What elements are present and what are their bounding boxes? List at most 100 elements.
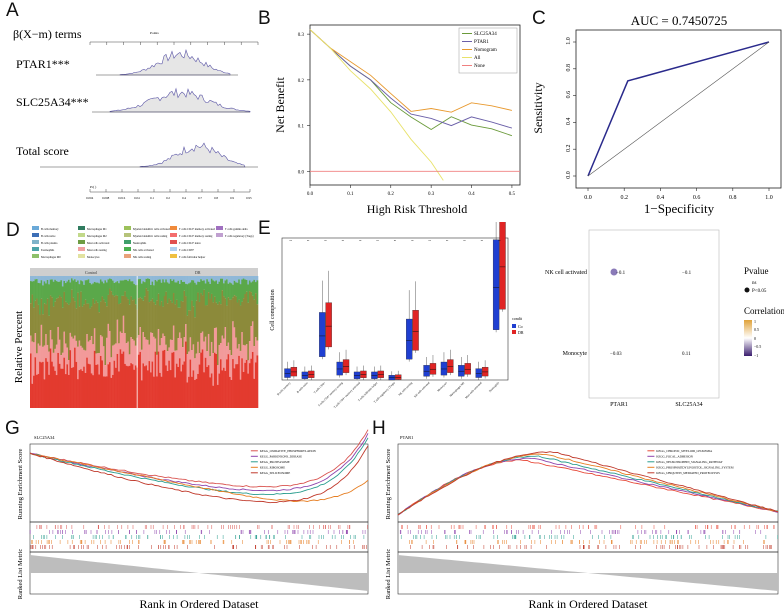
- stacked-bar-segment: [188, 351, 190, 377]
- stacked-bar-segment: [112, 345, 114, 375]
- stacked-bar-segment: [171, 302, 174, 341]
- stacked-bar-segment: [40, 324, 43, 363]
- stacked-bar-segment: [212, 385, 215, 408]
- h-gsea-curve: [397, 451, 779, 515]
- stacked-bar-segment: [223, 283, 225, 297]
- group-dr: DR: [195, 270, 201, 275]
- stacked-bar-segment: [30, 281, 32, 304]
- stacked-bar-segment: [207, 365, 210, 408]
- stacked-bar-segment: [198, 364, 201, 408]
- stacked-bar-segment: [78, 370, 81, 408]
- stacked-bar-segment: [86, 303, 89, 335]
- legend-swatch: [216, 226, 223, 230]
- stacked-bar-segment: [230, 276, 233, 284]
- stacked-bar-segment: [78, 306, 81, 341]
- stacked-bar-segment: [215, 280, 218, 303]
- stacked-bar-segment: [195, 276, 198, 285]
- stacked-bar-segment: [250, 292, 253, 327]
- risk-tick-label: 0.7: [198, 196, 202, 200]
- stacked-bar-segment: [98, 352, 101, 375]
- stacked-bar-segment: [172, 293, 175, 326]
- stacked-bar-segment: [131, 276, 134, 282]
- stacked-bar-segment: [245, 279, 248, 292]
- stacked-bar-segment: [74, 279, 76, 302]
- val-nk-slc25a34: −0.1: [682, 271, 692, 276]
- significance-label: ns: [324, 239, 326, 242]
- stacked-bar-segment: [178, 307, 181, 333]
- risk-tick-label: 0.95: [246, 196, 252, 200]
- stacked-bar-segment: [102, 299, 105, 347]
- stacked-bar-segment: [169, 339, 172, 371]
- stacked-bar-segment: [110, 276, 113, 280]
- corr-legend-title: Correlation: [744, 306, 784, 316]
- stacked-bar-segment: [235, 364, 238, 408]
- stacked-bar-segment: [71, 336, 73, 368]
- stacked-bar-segment: [241, 358, 244, 408]
- dca-x-tick-label: 0.0: [307, 192, 314, 197]
- stacked-bar-segment: [72, 297, 75, 339]
- stacked-bar-segment: [66, 281, 69, 304]
- stacked-bar-segment: [227, 354, 230, 408]
- stacked-bar-segment: [113, 276, 116, 283]
- roc-y-tick-label: 0.6: [566, 91, 572, 99]
- stacked-bar-segment: [194, 358, 196, 381]
- stacked-bar-segment: [81, 347, 84, 371]
- stacked-bar-segment: [39, 345, 41, 362]
- stacked-bar-segment: [177, 338, 180, 367]
- stacked-bar-segment: [133, 340, 136, 370]
- stacked-bar-segment: [195, 300, 198, 354]
- stacked-bar-segment: [154, 304, 157, 339]
- dca-y-tick-label: 0.3: [298, 33, 305, 38]
- stacked-bar-segment: [90, 276, 93, 285]
- stacked-bar-segment: [104, 276, 107, 281]
- stacked-bar-segment: [71, 289, 73, 337]
- stacked-bar-segment: [113, 360, 116, 408]
- stacked-bar-segment: [200, 333, 203, 353]
- legend-label: NK cells resting: [133, 256, 152, 259]
- stacked-bar-segment: [236, 348, 239, 365]
- dca-legend-item: All: [474, 56, 481, 61]
- stacked-bar-segment: [213, 281, 216, 297]
- stacked-bar-segment: [121, 333, 124, 354]
- stacked-bar-segment: [239, 284, 242, 306]
- stacked-bar-segment: [131, 281, 134, 301]
- box: [481, 366, 489, 377]
- stacked-bar-segment: [185, 341, 187, 408]
- stacked-bar-segment: [218, 344, 221, 374]
- legend-label: Eosinophils: [41, 249, 54, 252]
- legend-label: T cells gamma delta: [225, 228, 248, 231]
- stacked-bar-segment: [92, 276, 95, 284]
- stacked-bar-segment: [172, 276, 175, 280]
- stacked-bar-segment: [109, 276, 111, 279]
- stacked-bar-segment: [102, 346, 105, 377]
- stacked-bar-segment: [230, 299, 233, 356]
- stacked-bar-segment: [45, 283, 48, 305]
- stacked-bar-segment: [183, 276, 186, 282]
- stacked-bar-segment: [168, 347, 171, 361]
- stacked-bar-segment: [107, 364, 110, 408]
- stacked-bar-segment: [220, 276, 222, 279]
- stacked-bar-segment: [75, 281, 78, 309]
- stacked-bar-segment: [46, 344, 49, 362]
- stacked-bar-segment: [124, 276, 127, 280]
- stacked-bar-segment: [172, 279, 175, 294]
- stacked-bar-segment: [204, 357, 207, 408]
- stacked-bar-segment: [55, 276, 58, 282]
- boxplot-x-label: NK cells resting: [398, 381, 413, 396]
- stacked-bar-segment: [37, 282, 40, 305]
- stacked-bar-segment: [106, 306, 108, 338]
- stacked-bar-segment: [119, 276, 122, 281]
- stacked-bar-segment: [96, 302, 99, 354]
- stacked-bar-segment: [226, 305, 228, 347]
- stacked-bar-segment: [160, 282, 163, 302]
- stacked-bar-segment: [192, 276, 195, 281]
- dca-x-tick-label: 0.2: [388, 192, 395, 197]
- stacked-bar-segment: [204, 283, 207, 306]
- stacked-bar-segment: [63, 291, 66, 332]
- gsea-h-legend: KEGG_CHRONIC_MYELOID_LEUKEMIA KEGG_FOCAL_…: [647, 449, 734, 475]
- stacked-bar-segment: [180, 371, 183, 408]
- g-gsea-curve: [29, 429, 369, 488]
- stacked-bar-segment: [175, 282, 178, 300]
- stacked-bar-segment: [185, 276, 187, 284]
- roc-y-tick-label: 0.0: [566, 171, 572, 179]
